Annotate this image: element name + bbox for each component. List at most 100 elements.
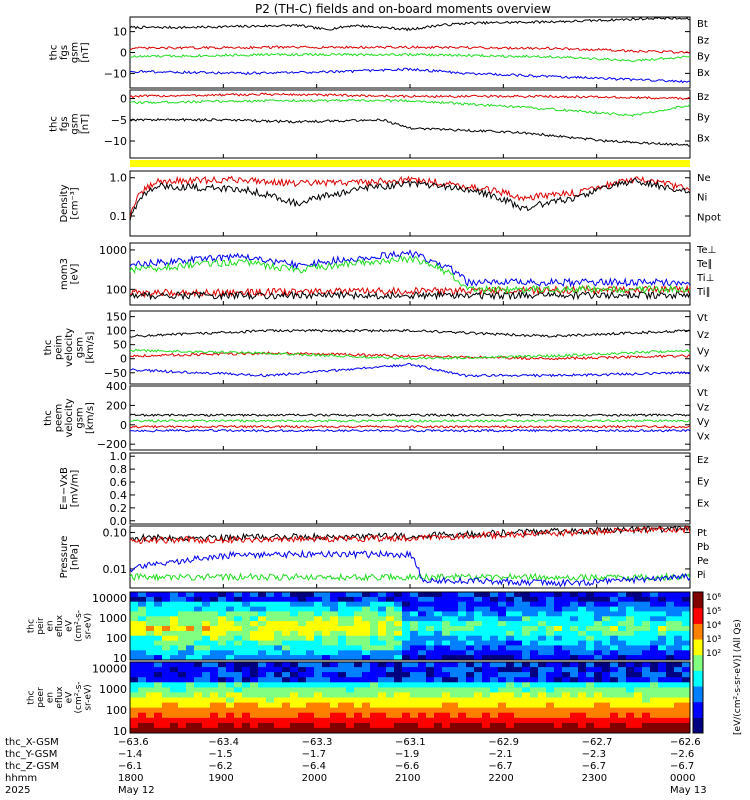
spectrogram-cell <box>506 601 515 607</box>
spectrogram-cell <box>482 655 491 661</box>
spectrogram-cell <box>682 611 691 617</box>
spectrogram-cell <box>290 697 299 703</box>
spectrogram-cell <box>370 682 379 688</box>
spectrogram-cell <box>386 655 395 661</box>
spectrogram-cell <box>250 596 259 603</box>
spectrogram-cell <box>618 717 627 724</box>
spectrogram-cell <box>282 722 291 729</box>
mode-bar <box>130 160 690 167</box>
spectrogram-cell <box>538 596 547 603</box>
spectrogram-cell <box>634 611 643 617</box>
spectrogram-cell <box>402 687 411 693</box>
y-axis-label: [km/s] <box>85 402 96 434</box>
spectrogram-cell <box>474 672 483 678</box>
spectrogram-cell <box>522 630 531 637</box>
spectrogram-cell <box>506 687 515 693</box>
spectrogram-cell <box>274 697 283 703</box>
spectrogram-cell <box>514 692 523 698</box>
spectrogram-cell <box>362 626 371 632</box>
spectrogram-cell <box>290 630 299 637</box>
spectrogram-cell <box>618 626 627 632</box>
spectrogram-cell <box>338 611 347 617</box>
spectrogram-cell <box>642 616 651 622</box>
spectrogram-cell <box>178 606 187 612</box>
series-line-peem_velocity-3 <box>130 428 691 433</box>
spectrogram-cell <box>514 697 523 703</box>
y-tick-label: 100 <box>106 632 127 645</box>
spectrogram-cell <box>562 667 571 673</box>
spectrogram-cell <box>578 727 587 734</box>
spectrogram-cell <box>666 630 675 637</box>
spectrogram-cell <box>530 621 539 627</box>
ephemeris-value: 2200 <box>488 773 513 784</box>
spectrogram-cell <box>354 712 363 719</box>
spectrogram-cell <box>434 635 443 641</box>
spectrogram-cell <box>202 592 211 598</box>
spectrogram-cell <box>666 722 675 729</box>
spectrogram-cell <box>130 645 139 651</box>
spectrogram-cell <box>634 692 643 698</box>
spectrogram-cell <box>178 712 187 719</box>
spectrogram-cell <box>666 640 675 646</box>
spectrogram-cell <box>154 640 163 646</box>
spectrogram-cell <box>226 667 235 673</box>
spectrogram-cell <box>170 592 179 598</box>
spectrogram-cell <box>274 601 283 607</box>
spectrogram-cell <box>194 635 203 641</box>
spectrogram-cell <box>594 722 603 729</box>
spectrogram-cell <box>450 640 459 646</box>
spectrogram-cell <box>138 662 147 668</box>
spectrogram-cell <box>434 616 443 622</box>
spectrogram-cell <box>314 606 323 612</box>
spectrogram-cell <box>514 611 523 617</box>
legend-label: Bz <box>697 35 709 46</box>
spectrogram-cell <box>274 687 283 693</box>
ephemeris-row-label: 2025 <box>5 785 30 796</box>
spectrogram-cell <box>674 662 683 668</box>
spectrogram-cell <box>458 635 467 641</box>
spectrogram-cell <box>290 596 299 603</box>
spectrogram-cell <box>450 712 459 719</box>
spectrogram-cell <box>498 611 507 617</box>
spectrogram-cell <box>266 616 275 622</box>
spectrogram-cell <box>314 682 323 688</box>
spectrogram-cell <box>530 712 539 719</box>
spectrogram-cell <box>154 672 163 678</box>
y-tick-label: 10000 <box>92 592 127 605</box>
spectrogram-cell <box>418 717 427 724</box>
spectrogram-cell <box>186 702 195 709</box>
spectrogram-cell <box>234 682 243 688</box>
spectrogram-cell <box>154 645 163 651</box>
spectrogram-cell <box>170 667 179 673</box>
spectrogram-cell <box>250 630 259 637</box>
spectrogram-cell <box>426 677 435 683</box>
spectrogram-cell <box>554 692 563 698</box>
spectrogram-cell <box>442 626 451 632</box>
spectrogram-cell <box>682 635 691 641</box>
spectrogram-cell <box>370 727 379 734</box>
spectrogram-cell <box>218 626 227 632</box>
spectrogram-cell <box>394 650 403 656</box>
spectrogram-cell <box>226 687 235 693</box>
spectrogram-cell <box>322 592 331 598</box>
spectrogram-cell <box>234 650 243 656</box>
spectrogram-cell <box>570 727 579 734</box>
spectrogram-cell <box>362 667 371 673</box>
spectrogram-cell <box>146 722 155 729</box>
spectrogram-cell <box>530 687 539 693</box>
spectrogram-cell <box>370 677 379 683</box>
spectrogram-cell <box>498 692 507 698</box>
spectrogram-cell <box>234 635 243 641</box>
spectrogram-cell <box>146 682 155 688</box>
spectrogram-cell <box>578 687 587 693</box>
spectrogram-cell <box>474 640 483 646</box>
spectrogram-cell <box>130 702 139 709</box>
spectrogram-cell <box>554 645 563 651</box>
spectrogram-cell <box>466 650 475 656</box>
spectrogram-cell <box>394 722 403 729</box>
spectrogram-cell <box>562 592 571 598</box>
spectrogram-cell <box>154 692 163 698</box>
spectrogram-cell <box>258 616 267 622</box>
spectrogram-cell <box>202 677 211 683</box>
spectrogram-cell <box>218 635 227 641</box>
